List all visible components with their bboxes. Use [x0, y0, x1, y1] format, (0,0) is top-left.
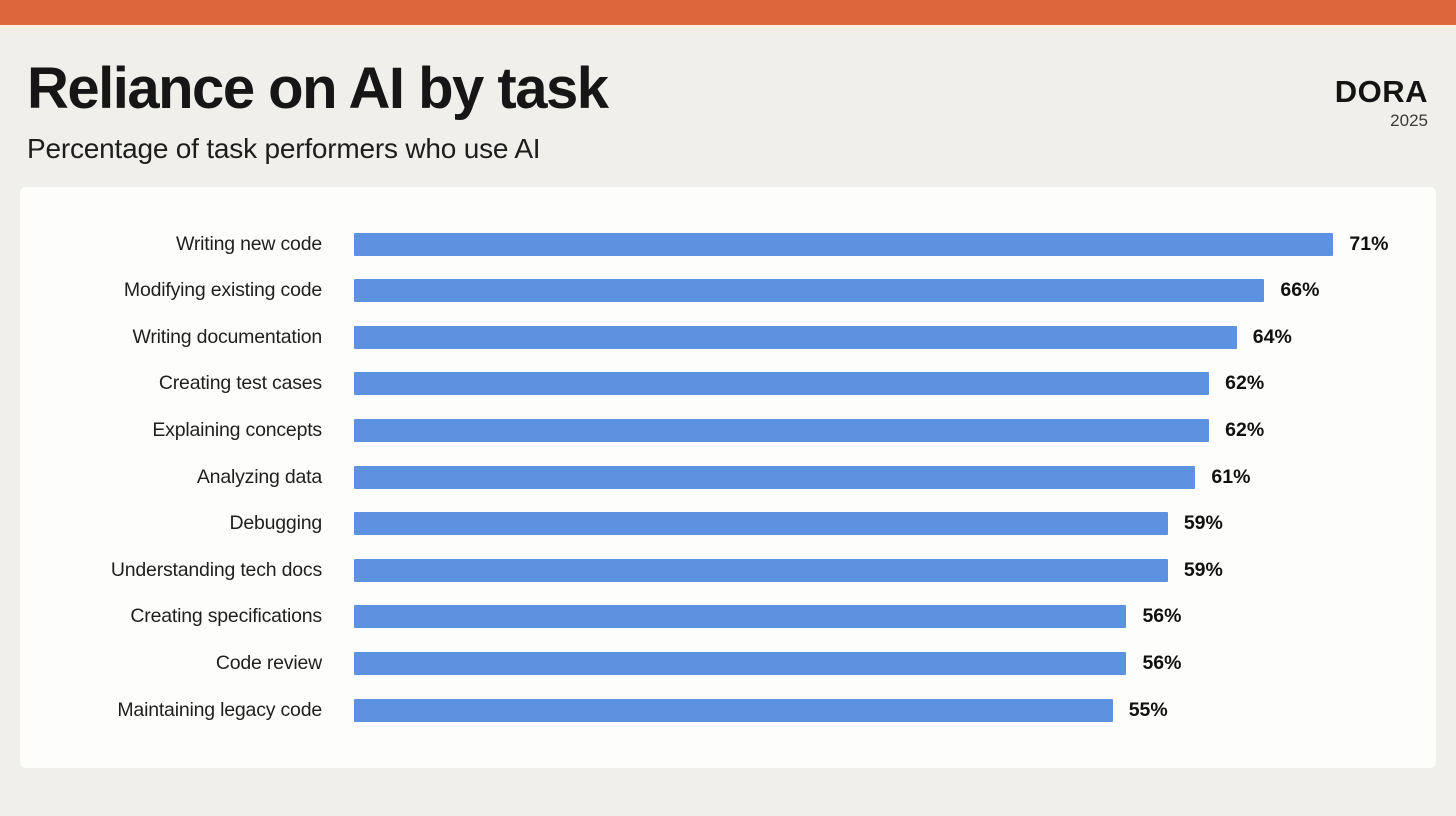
bar	[354, 465, 1196, 489]
category-label: Analyzing data	[196, 465, 322, 488]
page-title: Reliance on AI by task	[27, 56, 609, 121]
bar-track: 55%	[354, 698, 1412, 722]
chart-panel: Writing new code 71% Modifying existing co…	[20, 186, 1436, 768]
bar	[354, 512, 1168, 536]
bar-track: 56%	[354, 605, 1412, 629]
chart-row: Writing documentation 64%	[34, 325, 1412, 349]
category-label: Writing documentation	[132, 325, 323, 348]
bar	[354, 279, 1265, 303]
accent-top-bar	[0, 0, 1456, 25]
bar-track: 59%	[354, 558, 1412, 582]
chart-row: Creating specifications 56%	[34, 605, 1412, 629]
category-label: Creating test cases	[158, 372, 322, 395]
value-label: 55%	[1128, 698, 1168, 721]
chart-row: Analyzing data 61%	[34, 465, 1412, 489]
value-label: 66%	[1280, 279, 1320, 302]
category-label: Debugging	[229, 512, 322, 535]
value-label: 56%	[1142, 605, 1182, 628]
bar-track: 64%	[354, 325, 1412, 349]
value-label: 62%	[1225, 419, 1265, 441]
bar	[354, 232, 1334, 256]
chart-row: Creating test cases 62%	[34, 372, 1412, 396]
page-subtitle: Percentage of task performers who use AI	[27, 132, 541, 164]
bar	[354, 325, 1237, 349]
category-label: Writing new code	[175, 232, 322, 255]
chart-row: Explaining concepts 62%	[34, 419, 1412, 442]
bar	[354, 651, 1127, 675]
value-label: 56%	[1142, 651, 1182, 674]
chart-row: Modifying existing code 66%	[34, 279, 1412, 303]
chart-row: Code review 56%	[34, 651, 1412, 675]
bar	[354, 605, 1127, 629]
bar	[354, 698, 1113, 722]
bar-track: 66%	[354, 279, 1412, 303]
chart-row: Understanding tech docs 59%	[34, 558, 1412, 582]
dora-logo: DORA	[1334, 74, 1428, 109]
category-label: Maintaining legacy code	[117, 698, 322, 721]
chart-row: Writing new code 71%	[34, 232, 1412, 256]
category-label: Explaining concepts	[152, 419, 322, 441]
title-block: Reliance on AI by task Percentage of tas…	[27, 56, 609, 165]
bar	[354, 558, 1168, 582]
bar-track: 71%	[354, 232, 1412, 256]
bar-track: 59%	[354, 512, 1412, 536]
category-label: Code review	[215, 651, 322, 674]
value-label: 64%	[1252, 325, 1292, 348]
accent-top-bar-glow	[0, 25, 1456, 34]
value-label: 59%	[1183, 558, 1223, 581]
category-label: Modifying existing code	[123, 279, 322, 302]
value-label: 71%	[1349, 232, 1389, 255]
logo-year: 2025	[1390, 111, 1428, 130]
chart-rows: Writing new code 71% Modifying existing co…	[34, 232, 1412, 722]
header: Reliance on AI by task Percentage of tas…	[0, 34, 1456, 165]
chart-row: Maintaining legacy code 55%	[34, 698, 1412, 722]
bar-track: 62%	[354, 372, 1412, 396]
category-label: Creating specifications	[130, 605, 322, 628]
category-label: Understanding tech docs	[110, 558, 322, 581]
chart-row: Debugging 59%	[34, 512, 1412, 536]
value-label: 61%	[1211, 465, 1251, 488]
value-label: 62%	[1225, 372, 1265, 395]
value-label: 59%	[1183, 512, 1223, 535]
bar-track: 62%	[354, 419, 1412, 442]
bar	[354, 372, 1210, 396]
bar-track: 61%	[354, 465, 1412, 489]
logo-block: DORA 2025	[1335, 74, 1428, 131]
bar	[354, 419, 1210, 442]
bar-track: 56%	[354, 651, 1412, 675]
